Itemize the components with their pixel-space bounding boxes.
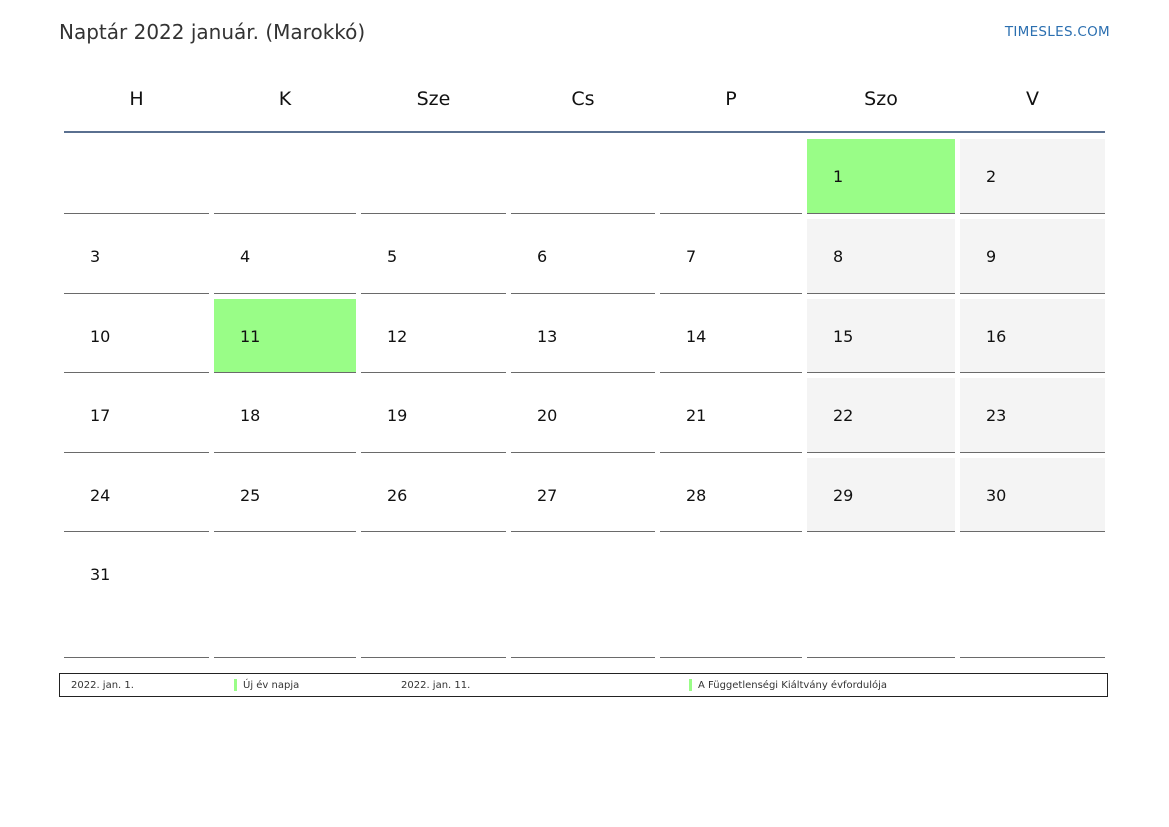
day-number: 31 [90,565,111,584]
day-cell-3[interactable]: 3 [64,219,209,294]
empty-cell [214,139,356,214]
day-cell-9[interactable]: 9 [960,219,1105,294]
legend-marker-2 [689,679,692,691]
day-number: 28 [686,486,707,505]
brand-link[interactable]: TIMESLES.COM [1004,24,1110,40]
empty-cell [660,139,802,214]
day-number: 16 [986,327,1007,346]
day-cell-27[interactable]: 27 [511,458,655,532]
day-cell-18[interactable]: 18 [214,378,356,453]
day-number: 23 [986,406,1007,425]
day-cell-7[interactable]: 7 [660,219,802,294]
legend-name-1: Új év napja [243,680,300,691]
legend-marker-1 [234,679,237,691]
empty-cell [660,537,802,658]
day-cell-21[interactable]: 21 [660,378,802,453]
weekday-header: H K Sze Cs P Szo V [64,80,1105,131]
empty-cell [361,139,506,214]
holiday-legend: 2022. jan. 1. Új év napja 2022. jan. 11.… [59,673,1108,697]
day-number: 12 [387,327,408,346]
weekday-6: Szo [864,88,898,110]
day-cell-29[interactable]: 29 [807,458,955,532]
day-number: 30 [986,486,1007,505]
day-cell-6[interactable]: 6 [511,219,655,294]
day-number: 5 [387,247,398,266]
day-number: 18 [240,406,261,425]
day-number: 25 [240,486,261,505]
weekday-3: Sze [416,88,451,110]
weekday-5: P [725,88,737,110]
empty-cell [361,537,506,658]
weekday-4: Cs [571,88,595,110]
day-cell-1[interactable]: 1 [807,139,955,214]
empty-cell [511,537,655,658]
day-number: 7 [686,247,697,266]
empty-cell [960,537,1105,658]
weekday-1: H [129,88,144,110]
day-number: 15 [833,327,854,346]
day-cell-14[interactable]: 14 [660,299,802,373]
day-cell-25[interactable]: 25 [214,458,356,532]
day-number: 19 [387,406,408,425]
day-cell-24[interactable]: 24 [64,458,209,532]
weekday-2: K [278,88,292,110]
legend-date-2: 2022. jan. 11. [401,680,471,691]
empty-cell [807,537,955,658]
header-divider [64,131,1105,133]
day-number: 6 [537,247,548,266]
day-number: 20 [537,406,558,425]
day-number: 2 [986,167,997,186]
day-number: 13 [537,327,558,346]
day-number: 17 [90,406,111,425]
day-cell-28[interactable]: 28 [660,458,802,532]
day-cell-11[interactable]: 11 [214,299,356,373]
page-title: Naptár 2022 január. (Marokkó) [59,20,366,44]
day-number: 8 [833,247,844,266]
day-cell-13[interactable]: 13 [511,299,655,373]
day-number: 29 [833,486,854,505]
day-number: 3 [90,247,101,266]
day-cell-5[interactable]: 5 [361,219,506,294]
day-cell-20[interactable]: 20 [511,378,655,453]
day-number: 21 [686,406,707,425]
day-number: 4 [240,247,251,266]
day-cell-17[interactable]: 17 [64,378,209,453]
day-cell-31[interactable]: 31 [64,537,209,658]
day-number: 26 [387,486,408,505]
day-cell-15[interactable]: 15 [807,299,955,373]
day-number: 24 [90,486,111,505]
day-cell-26[interactable]: 26 [361,458,506,532]
day-number: 9 [986,247,997,266]
day-cell-10[interactable]: 10 [64,299,209,373]
day-number: 11 [240,327,261,346]
legend-name-2: A Függetlenségi Kiáltvány évfordulója [698,680,888,691]
day-number: 27 [537,486,558,505]
day-cell-23[interactable]: 23 [960,378,1105,453]
day-cell-12[interactable]: 12 [361,299,506,373]
legend-date-1: 2022. jan. 1. [71,680,134,691]
day-cell-4[interactable]: 4 [214,219,356,294]
day-cell-30[interactable]: 30 [960,458,1105,532]
weekday-7: V [1026,88,1039,110]
empty-cell [64,139,209,214]
day-number: 1 [833,167,844,186]
empty-cell [214,537,356,658]
day-cell-22[interactable]: 22 [807,378,955,453]
day-number: 14 [686,327,707,346]
day-cell-19[interactable]: 19 [361,378,506,453]
day-number: 10 [90,327,111,346]
day-cell-16[interactable]: 16 [960,299,1105,373]
day-cell-2[interactable]: 2 [960,139,1105,214]
day-number: 22 [833,406,854,425]
empty-cell [511,139,655,214]
day-cell-8[interactable]: 8 [807,219,955,294]
